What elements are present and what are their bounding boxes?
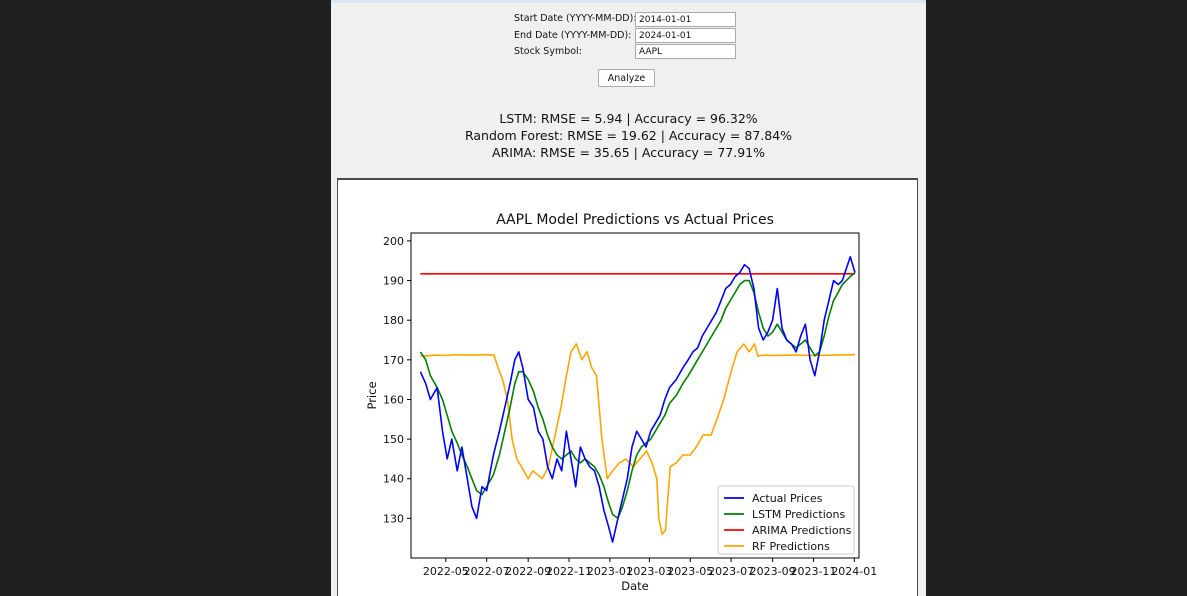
analyze-button[interactable]: Analyze [598, 69, 655, 87]
y-tick-label: 140 [383, 473, 404, 486]
legend-actual-prices-label: Actual Prices [752, 492, 823, 505]
x-tick-label: 2022-11 [546, 565, 592, 578]
x-tick-label: 2022-07 [464, 565, 510, 578]
y-tick-label: 200 [383, 235, 404, 248]
y-tick-label: 190 [383, 275, 404, 288]
legend-box [717, 485, 855, 555]
x-tick-label: 2023-09 [750, 565, 796, 578]
y-tick-label: 130 [383, 512, 404, 525]
chart-title: AAPL Model Predictions vs Actual Prices [496, 212, 774, 228]
arima-result-text: ARIMA: RMSE = 35.65 | Accuracy = 77.91% [491, 145, 766, 160]
stock-symbol-input[interactable] [635, 44, 736, 59]
lstm-result-text: LSTM: RMSE = 5.94 | Accuracy = 96.32% [499, 111, 758, 126]
plot-area-frame [410, 232, 860, 559]
plot-canvas: AAPL Model Predictions vs Actual Prices 1… [337, 178, 918, 596]
x-tick-label: 2023-11 [790, 565, 836, 578]
legend-lstm-predictions-label: LSTM Predictions [752, 508, 845, 521]
x-tick-label: 2023-01 [587, 565, 633, 578]
window-top-border [331, 0, 926, 3]
legend-arima-predictions-label: ARIMA Predictions [752, 524, 852, 537]
end-date-label: End Date (YYYY-MM-DD): [514, 30, 632, 41]
x-tick-label: 2023-07 [708, 565, 754, 578]
y-tick-label: 180 [383, 314, 404, 327]
x-tick-label: 2024-01 [831, 565, 877, 578]
x-tick-label: 2023-03 [626, 565, 672, 578]
predictions-chart: AAPL Model Predictions vs Actual Prices 1… [365, 212, 877, 593]
end-date-input[interactable] [635, 28, 736, 43]
y-tick-label: 160 [383, 393, 404, 406]
y-tick-label: 150 [383, 433, 404, 446]
start-date-label: Start Date (YYYY-MM-DD): [514, 13, 637, 24]
stock-symbol-label: Stock Symbol: [514, 46, 582, 57]
y-axis-label: Price [365, 381, 379, 409]
start-date-input[interactable] [635, 12, 736, 27]
stock-analysis-window: Start Date (YYYY-MM-DD): End Date (YYYY-… [331, 0, 926, 596]
x-axis-label: Date [621, 579, 649, 593]
actual-prices-line [419, 256, 856, 543]
y-tick-label: 170 [383, 354, 404, 367]
random-forest-result-text: Random Forest: RMSE = 19.62 | Accuracy =… [464, 128, 793, 143]
x-tick-label: 2023-05 [667, 565, 713, 578]
legend-rf-predictions-label: RF Predictions [752, 540, 830, 553]
x-tick-label: 2022-05 [423, 565, 469, 578]
x-tick-label: 2022-09 [505, 565, 551, 578]
lstm-predictions-line [419, 271, 856, 520]
rf-predictions-line [420, 343, 856, 536]
